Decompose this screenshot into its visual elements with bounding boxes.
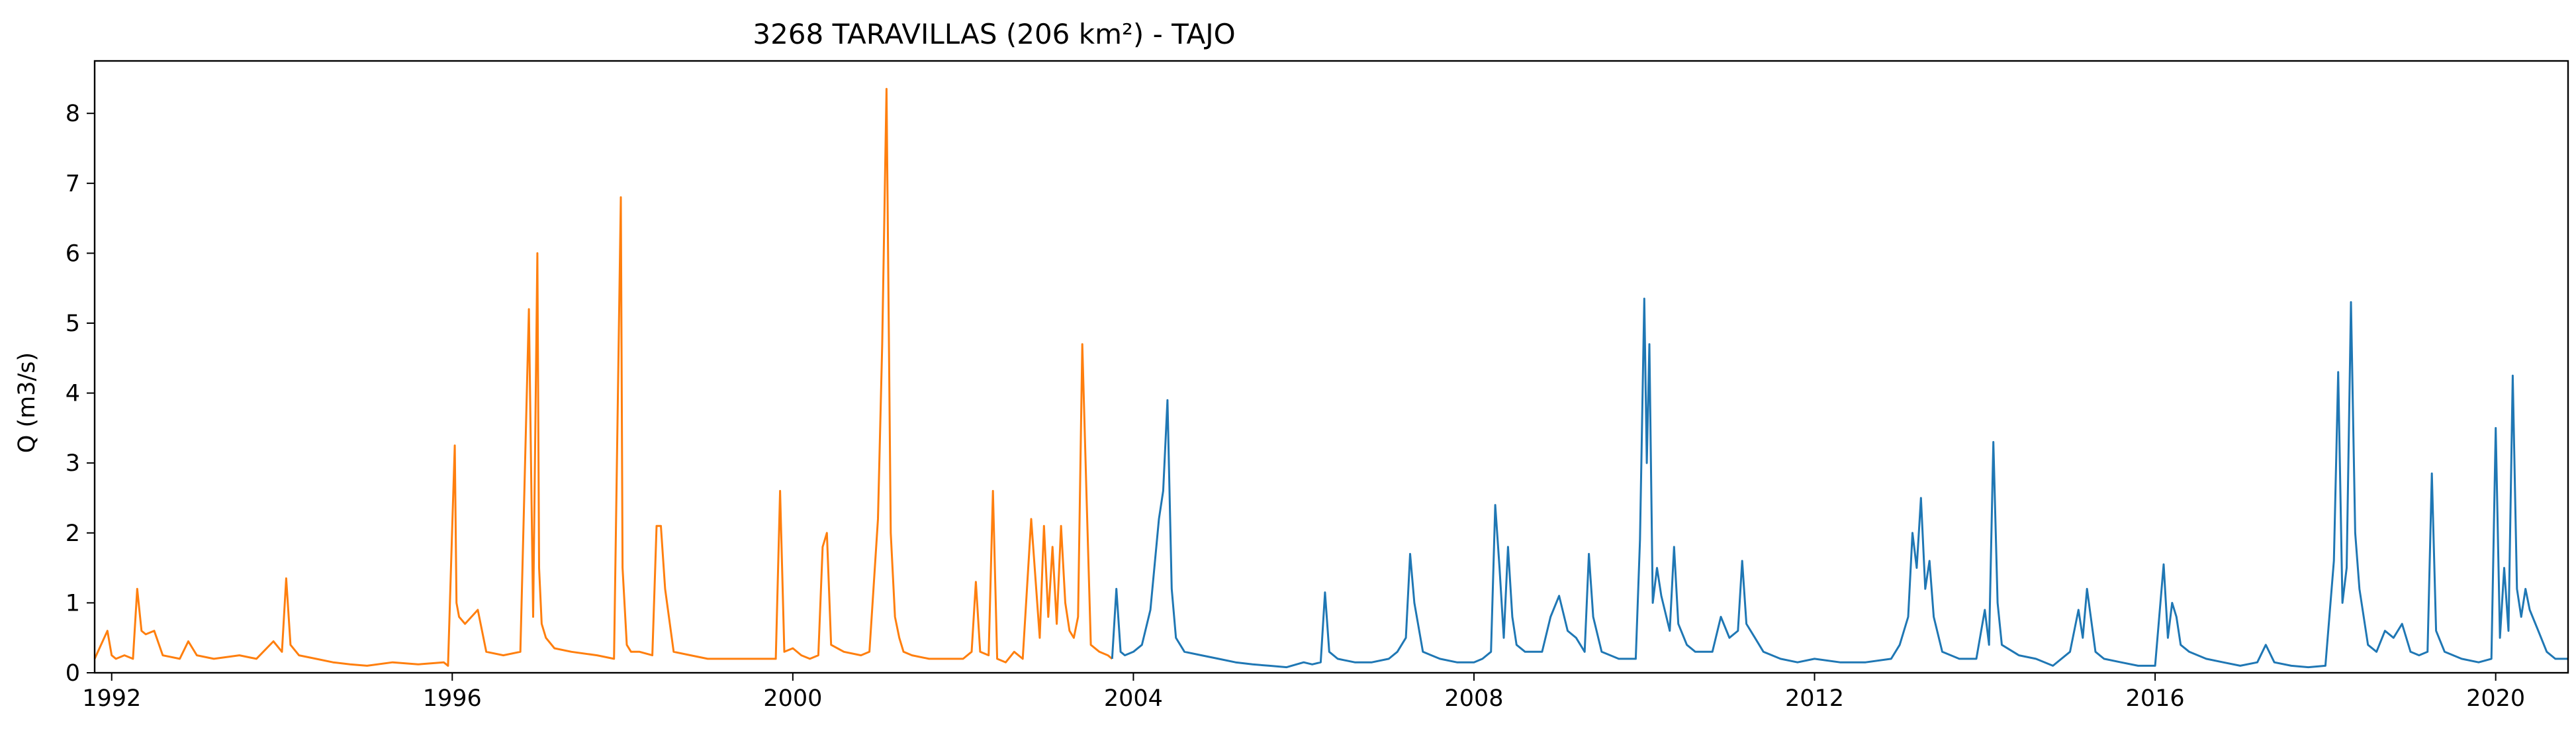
- x-tick-label: 2000: [763, 685, 822, 712]
- series-line-0: [93, 87, 1113, 667]
- y-tick-label: 1: [66, 590, 80, 616]
- y-tick-label: 5: [66, 311, 80, 337]
- x-tick-label: 2012: [1785, 685, 1844, 712]
- y-axis-label: Q (m3/s): [14, 352, 40, 453]
- y-tick-label: 7: [66, 171, 80, 197]
- series-layer: [93, 87, 2568, 669]
- y-tick-label: 3: [66, 450, 80, 477]
- ticks-layer: 1992 1996 2000 2004 2008 2012 2016 2020 0 1 2 3 4 5 6 7…: [66, 101, 2525, 712]
- y-tick-label: 0: [66, 660, 80, 687]
- y-tick-label: 6: [66, 240, 80, 267]
- chart-title: 3268 TARAVILLAS (206 km²) - TAJO: [753, 18, 1235, 50]
- y-tick-label: 8: [66, 101, 80, 127]
- x-tick-label: 2008: [1444, 685, 1503, 712]
- x-tick-label: 1996: [423, 685, 482, 712]
- y-tick-label: 4: [66, 381, 80, 407]
- x-tick-label: 1992: [82, 685, 141, 712]
- x-tick-label: 2020: [2466, 685, 2525, 712]
- x-tick-label: 2004: [1104, 685, 1163, 712]
- plot-frame: [93, 60, 2569, 674]
- x-tick-label: 2016: [2126, 685, 2185, 712]
- y-tick-label: 2: [66, 520, 80, 547]
- series-line-1: [1111, 297, 2568, 669]
